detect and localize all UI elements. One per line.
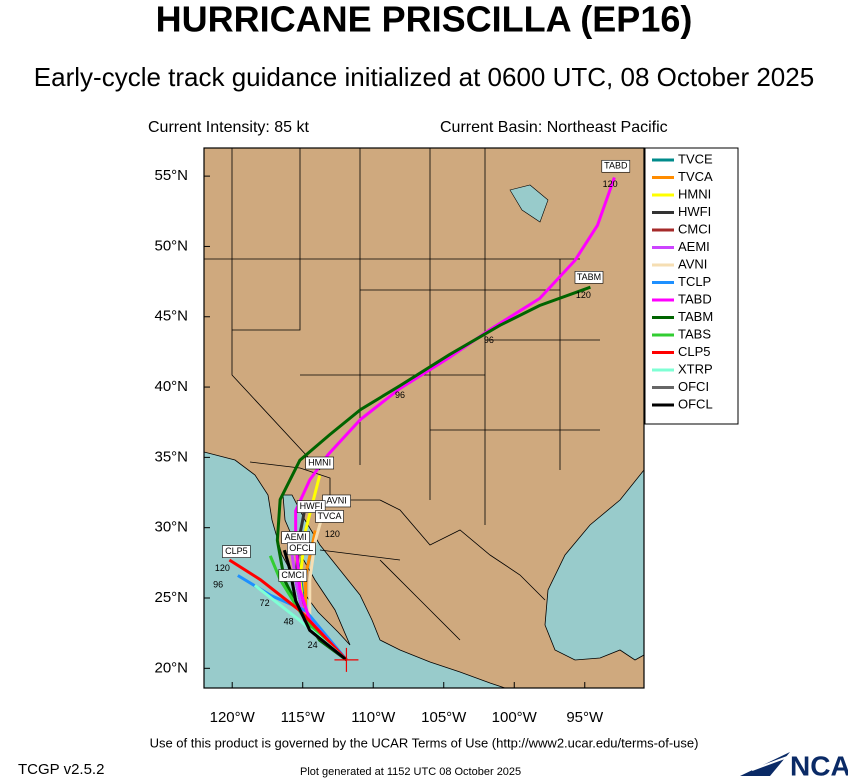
title: HURRICANE PRISCILLA (EP16) <box>156 0 693 40</box>
intensity: Current Intensity: 85 kt <box>148 119 310 136</box>
y-tick-label: 40°N <box>154 378 188 395</box>
hour-label: 96 <box>213 580 223 590</box>
legend-label: AEMI <box>678 239 710 254</box>
x-tick-label: 110°W <box>351 709 396 726</box>
y-tick-label: 45°N <box>154 308 188 325</box>
legend-label: XTRP <box>678 361 713 376</box>
legend-label: TABM <box>678 309 713 324</box>
tracks: 120 120 96 96 120 96 72 48 24 120 TABD TABM HMNI AVNI… <box>213 159 631 662</box>
legend-label: TCLP <box>678 274 711 289</box>
legend-label: HMNI <box>678 186 711 201</box>
x-tick-label: 105°W <box>421 709 467 726</box>
x-tick-label: 120°W <box>210 709 256 726</box>
generated: Plot generated at 1152 UTC 08 October 20… <box>300 766 521 778</box>
label-box <box>574 271 604 284</box>
x-tick-label: 100°W <box>492 709 538 726</box>
hour-label: 120 <box>576 290 591 300</box>
label-box <box>296 500 326 513</box>
y-tick-label: 25°N <box>154 589 188 606</box>
label-box <box>287 542 316 556</box>
hour-label: 96 <box>484 335 494 345</box>
legend-label: AVNI <box>678 256 707 271</box>
label-box <box>278 569 308 582</box>
legend-label: CLP5 <box>678 344 711 359</box>
legend-label: OFCL <box>678 396 713 411</box>
logo-mark <box>740 752 791 776</box>
legend-label: TVCE <box>678 151 713 166</box>
x-tick-label: 95°W <box>566 709 604 726</box>
hour-label: 120 <box>325 529 340 539</box>
y-tick-label: 50°N <box>154 237 188 254</box>
x-tick-label: 115°W <box>281 709 326 726</box>
track-label: TABM <box>577 272 601 282</box>
map-frame <box>203 147 645 689</box>
legend-label: HWFI <box>678 204 711 219</box>
track-label: AVNI <box>326 495 346 505</box>
hour-label: 72 <box>260 598 270 608</box>
legend-label: TABD <box>678 291 712 306</box>
y-tick-label: 20°N <box>154 659 188 676</box>
track-label: HWFI <box>300 501 323 511</box>
track-label: AEMI <box>285 532 307 542</box>
hour-label: 48 <box>284 616 294 626</box>
label-box <box>305 456 334 470</box>
track-label: CMCI <box>281 570 304 580</box>
track <box>228 558 348 661</box>
gulf-of-mexico <box>544 469 644 661</box>
hour-label: 120 <box>215 563 230 573</box>
label-box <box>222 545 251 558</box>
track-label: TVCA <box>318 511 342 521</box>
basin: Current Basin: Northeast Pacific <box>440 119 668 136</box>
track <box>282 549 348 662</box>
label-box <box>315 510 344 523</box>
subtitle: Early-cycle track guidance initialized a… <box>34 62 814 92</box>
hour-label: 24 <box>308 640 318 650</box>
borders <box>204 148 600 641</box>
label-box <box>601 159 631 173</box>
legend-label: CMCI <box>678 221 711 236</box>
track-label: HMNI <box>308 457 331 467</box>
terms: Use of this product is governed by the U… <box>150 735 699 750</box>
hour-label: 96 <box>395 390 405 400</box>
map-base <box>204 148 644 688</box>
track-label: OFCL <box>289 543 313 553</box>
legend-label: OFCI <box>678 379 709 394</box>
track-label: CLP5 <box>225 546 248 556</box>
track-label: TABD <box>604 161 628 171</box>
version: TCGP v2.5.2 <box>18 761 104 778</box>
legend-label: TABS <box>678 326 711 341</box>
hour-label: 120 <box>603 179 618 189</box>
y-tick-label: 30°N <box>154 519 188 536</box>
legend-label: TVCA <box>678 169 713 184</box>
logo: NCAR <box>790 750 848 780</box>
y-tick-label: 55°N <box>154 167 188 184</box>
y-tick-label: 35°N <box>154 448 188 465</box>
lake <box>509 184 549 223</box>
